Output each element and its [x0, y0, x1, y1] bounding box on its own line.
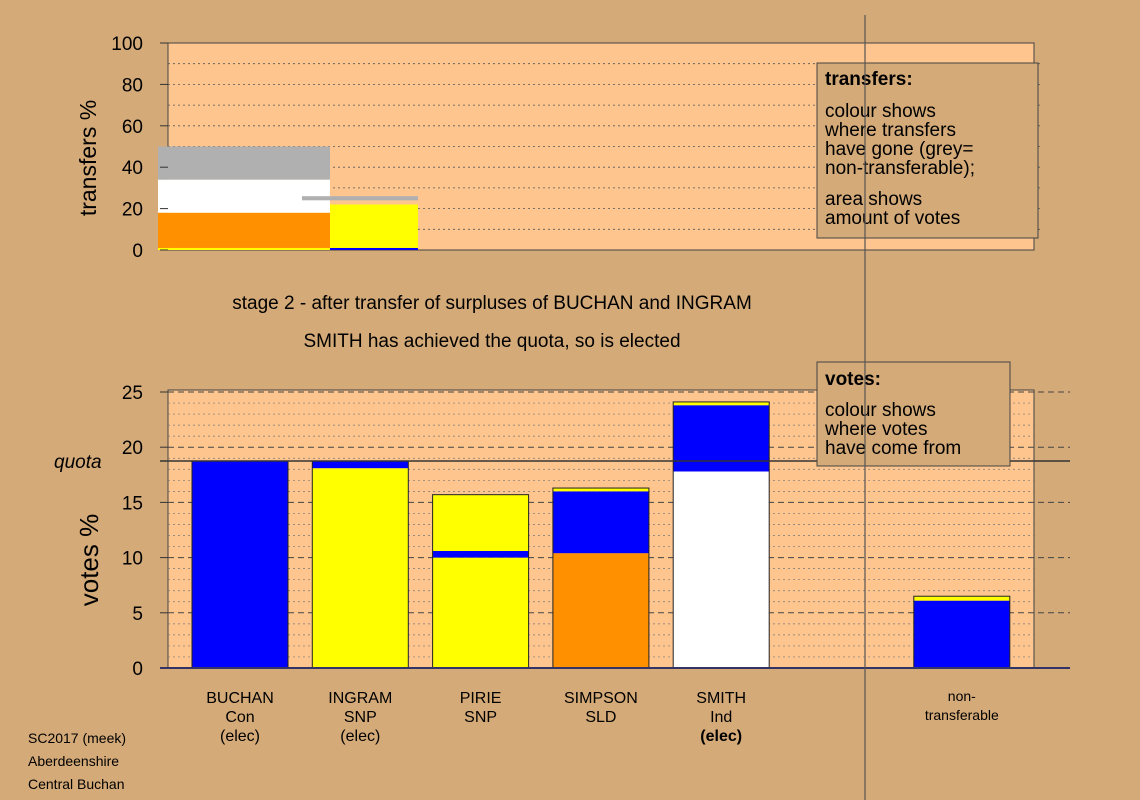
votes-category-label: SNP [344, 709, 377, 726]
transfers-y-tick-label: 60 [122, 117, 143, 138]
votes-segment-yellow [552, 488, 649, 492]
stage-caption: stage 2 - after transfer of surpluses of… [232, 293, 752, 314]
transfers-segment-ingram-yellow [330, 204, 418, 248]
votes-category-label: SNP [464, 709, 497, 726]
transfers-legend-line: amount of votes [825, 208, 960, 229]
votes-segment-yellow [432, 557, 529, 668]
votes-legend-line: colour shows [825, 400, 936, 421]
quota-label: quota [54, 452, 102, 473]
transfers-legend-line: where transfers [824, 120, 956, 141]
result-caption: SMITH has achieved the quota, so is elec… [303, 331, 680, 352]
footer-council: Aberdeenshire [28, 753, 119, 769]
votes-category-label: (elec) [700, 728, 742, 745]
votes-y-tick-label: 15 [122, 493, 143, 514]
votes-x-labels: BUCHAN Con (elec) INGRAM SNP (elec) PIRIE SNP SI… [206, 688, 999, 745]
transfers-legend: transfers: colour shows where transfers … [816, 62, 1039, 239]
votes-bars [191, 401, 1011, 669]
votes-segment-blue [432, 550, 529, 558]
votes-y-ticks: 0 5 10 15 20 25 [122, 383, 168, 680]
transfers-y-tick-label: 40 [122, 158, 143, 179]
transfers-legend-box [816, 62, 1039, 239]
votes-legend-title: votes: [825, 369, 881, 390]
transfers-y-label: transfers % [75, 100, 101, 216]
votes-segment-yellow [312, 468, 409, 668]
votes-segment-yellow [913, 596, 1010, 601]
votes-y-tick-label: 20 [122, 438, 143, 459]
transfers-segment-ingram-blue [330, 247, 418, 250]
transfers-y-tick-label: 20 [122, 200, 143, 221]
transfers-segment-buchan-white [158, 179, 330, 213]
votes-category-label: (elec) [220, 728, 260, 745]
footer-ward: Central Buchan [28, 776, 125, 792]
votes-y-tick-label: 10 [122, 549, 143, 570]
transfers-legend-line: have gone (grey= [825, 139, 973, 160]
votes-category-label: SIMPSON [564, 690, 638, 707]
votes-category-label: transferable [925, 707, 999, 723]
transfers-y-ticks: 0 20 40 60 80 100 [111, 34, 168, 262]
transfers-y-tick-label: 80 [122, 75, 143, 96]
votes-legend-line: where votes [824, 419, 927, 440]
transfers-legend-line: non-transferable); [825, 158, 975, 179]
votes-category-label: PIRIE [460, 690, 502, 707]
votes-segment-blue [913, 600, 1010, 668]
votes-category-label: INGRAM [328, 690, 392, 707]
votes-segment-yellow [673, 401, 770, 406]
votes-y-label: votes % [74, 514, 104, 607]
votes-y-tick-label: 25 [122, 383, 143, 404]
transfers-legend-line: area shows [825, 189, 922, 210]
transfers-segment-buchan-yellow [158, 247, 330, 250]
votes-category-label: SMITH [696, 690, 746, 707]
votes-y-tick-label: 0 [132, 659, 143, 680]
transfers-legend-line: colour shows [825, 101, 936, 122]
votes-segment-orange [552, 553, 649, 668]
votes-category-label: SLD [585, 709, 616, 726]
transfers-segment-buchan-grey [158, 146, 330, 180]
votes-category-label: Con [225, 709, 254, 726]
votes-segment-yellow [432, 494, 529, 551]
votes-segment-blue [192, 461, 288, 668]
votes-y-tick-label: 5 [132, 604, 143, 625]
votes-segment-white [673, 471, 770, 668]
transfers-legend-title: transfers: [825, 69, 913, 90]
votes-chart: 0 5 10 15 20 25 BUCHAN Con (elec) INGRAM SNP (elec… [54, 361, 1070, 745]
transfers-y-tick-label: 0 [132, 241, 143, 262]
votes-category-label: non- [948, 688, 976, 704]
votes-segment-blue [312, 461, 409, 469]
votes-category-label: Ind [710, 709, 732, 726]
votes-category-label: (elec) [340, 728, 380, 745]
votes-legend: votes: colour shows where votes have com… [816, 361, 1011, 467]
transfers-bars [158, 146, 418, 250]
transfers-y-tick-label: 100 [111, 34, 143, 55]
transfers-segment-buchan-orange [158, 212, 330, 248]
votes-legend-box [816, 361, 1011, 467]
transfers-chart: 0 20 40 60 80 100 transfers % transfers: colo… [75, 34, 1040, 262]
votes-category-label: BUCHAN [206, 690, 274, 707]
transfers-segment-ingram-grey [302, 196, 418, 201]
footer-method: SC2017 (meek) [28, 730, 126, 746]
votes-segment-blue [552, 491, 649, 554]
votes-legend-line: have come from [825, 438, 961, 459]
